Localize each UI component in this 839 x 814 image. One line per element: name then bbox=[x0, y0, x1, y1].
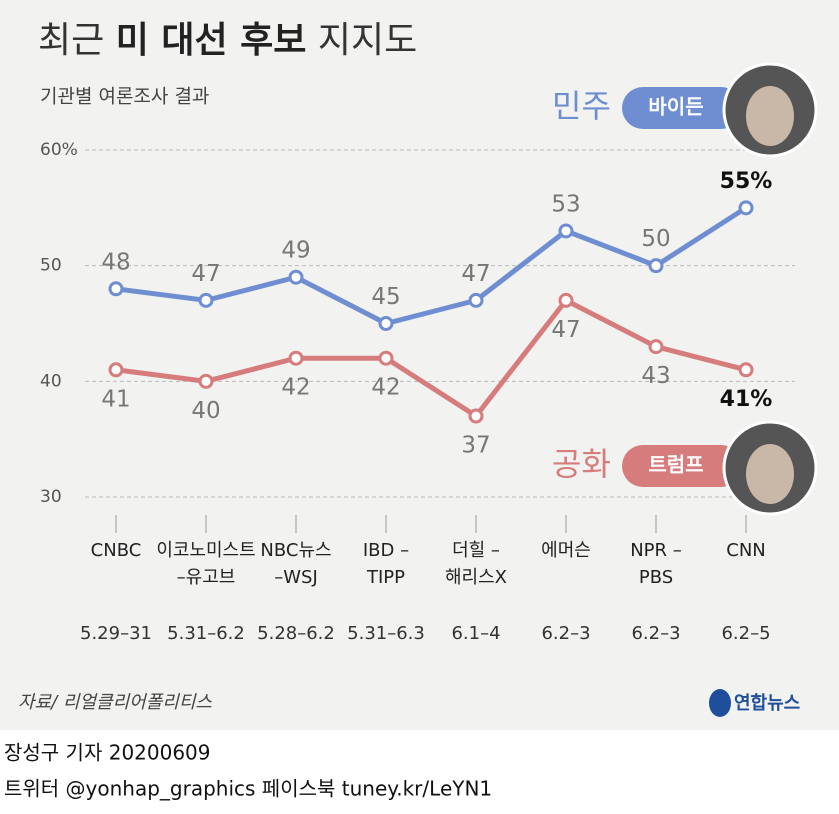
date-label: 6.1–4 bbox=[451, 623, 500, 644]
y-tick-label: 50 bbox=[40, 256, 62, 276]
legend-badge bbox=[622, 87, 742, 129]
date-label: 5.28–6.2 bbox=[257, 623, 335, 644]
point bbox=[378, 350, 394, 366]
value-label: 42 bbox=[371, 375, 400, 401]
point bbox=[108, 281, 124, 297]
chart-title: 최근 미 대선 후보 지지도 bbox=[38, 20, 417, 61]
legend-label: 공화 bbox=[552, 445, 611, 483]
point bbox=[738, 362, 754, 378]
x-tick-label: PBS bbox=[639, 567, 673, 588]
point bbox=[288, 269, 304, 285]
value-label: 41 bbox=[101, 386, 130, 412]
value-label: 55% bbox=[720, 169, 773, 194]
series-line bbox=[115, 297, 747, 420]
x-tick-label: CNN bbox=[726, 540, 766, 561]
date-label: 6.2–3 bbox=[541, 623, 590, 644]
point bbox=[108, 362, 124, 378]
date-label: 5.29–31 bbox=[80, 623, 152, 644]
y-tick-label: 60% bbox=[40, 140, 78, 160]
point bbox=[378, 316, 394, 331]
point bbox=[468, 408, 484, 424]
x-tick-label: –WSJ bbox=[274, 567, 318, 588]
y-tick-label: 40 bbox=[40, 371, 62, 391]
logo-icon bbox=[709, 689, 731, 717]
value-label: 53 bbox=[551, 191, 580, 217]
x-tick-label: NPR – bbox=[630, 540, 682, 561]
point bbox=[198, 373, 214, 389]
x-tick-label: 에머슨 bbox=[541, 540, 591, 561]
value-label: 48 bbox=[101, 249, 130, 275]
value-label: 43 bbox=[641, 363, 670, 389]
x-tick-label: 해리스X bbox=[445, 567, 507, 588]
x-tick-label: TIPP bbox=[366, 567, 405, 588]
x-tick-label: –유고브 bbox=[177, 567, 236, 588]
date-label: 5.31–6.2 bbox=[167, 623, 245, 644]
value-label: 47 bbox=[551, 317, 580, 343]
source: 자료/ 리얼클리어폴리티스 bbox=[18, 692, 212, 713]
point bbox=[288, 350, 304, 366]
title-part: 지지도 bbox=[318, 20, 417, 61]
x-tick-label: IBD – bbox=[363, 540, 409, 561]
candidate-face bbox=[746, 86, 794, 146]
y-tick-label: 30 bbox=[40, 487, 62, 507]
date-label: 5.31–6.3 bbox=[347, 623, 425, 644]
point bbox=[558, 292, 574, 308]
title-part: 미 대선 후보 bbox=[116, 20, 307, 61]
date-label: 6.2–3 bbox=[631, 623, 680, 644]
legend-candidate: 트럼프 bbox=[648, 453, 703, 477]
date-label: 6.2–5 bbox=[721, 623, 770, 644]
candidate-face bbox=[746, 444, 794, 504]
subtitle: 기관별 여론조사 결과 bbox=[40, 86, 209, 108]
social: 트위터 @yonhap_graphics 페이스북 tuney.kr/LeYN1 bbox=[4, 777, 492, 801]
value-label: 47 bbox=[461, 261, 490, 287]
series-line bbox=[115, 205, 748, 327]
value-label: 37 bbox=[461, 433, 490, 459]
value-label: 45 bbox=[371, 284, 400, 310]
x-tick-label: NBC뉴스 bbox=[260, 540, 331, 561]
byline: 장성구 기자 20200609 bbox=[4, 741, 211, 765]
point bbox=[468, 292, 484, 308]
value-label: 47 bbox=[191, 261, 220, 287]
value-label: 41% bbox=[720, 387, 773, 412]
point bbox=[738, 200, 754, 216]
x-tick-label: CNBC bbox=[91, 540, 142, 561]
legend-candidate: 바이든 bbox=[648, 95, 703, 119]
point bbox=[198, 292, 214, 308]
legend-label: 민주 bbox=[552, 87, 611, 125]
point bbox=[558, 223, 574, 239]
point bbox=[648, 258, 664, 274]
x-tick-label: 더힐 – bbox=[452, 540, 500, 561]
title-part: 최근 bbox=[38, 20, 104, 61]
logo: 연합뉴스 bbox=[734, 692, 800, 714]
value-label: 40 bbox=[191, 398, 220, 424]
value-label: 50 bbox=[641, 226, 670, 252]
point bbox=[648, 339, 664, 355]
x-tick-label: 이코노미스트 bbox=[156, 540, 255, 561]
value-label: 42 bbox=[281, 375, 310, 401]
legend-badge bbox=[622, 445, 742, 487]
value-label: 49 bbox=[281, 238, 310, 264]
